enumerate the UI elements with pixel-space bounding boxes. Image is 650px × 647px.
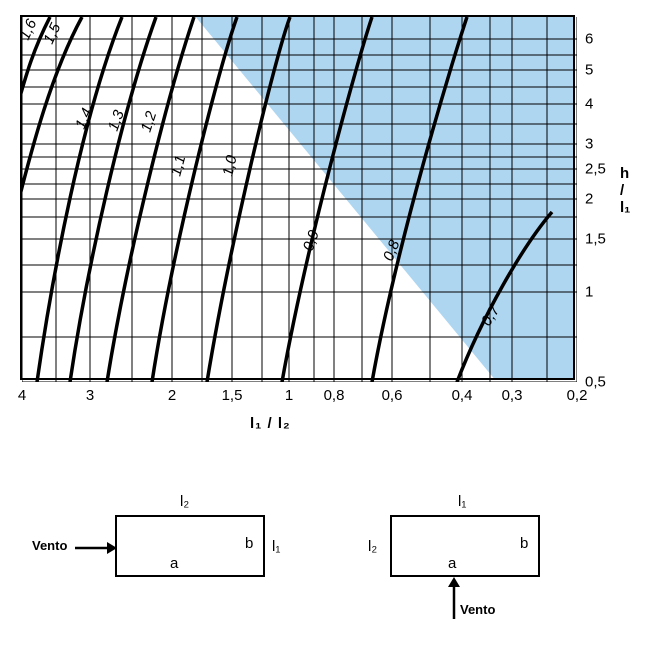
left-a: a <box>170 555 178 572</box>
left-b: b <box>245 535 253 552</box>
y-tick: 0,5 <box>585 374 606 391</box>
left-right-label: l₁ <box>272 538 280 555</box>
x-tick: 0,6 <box>382 387 403 404</box>
vento-right-label: Vento <box>460 602 495 617</box>
svg-text:0,8: 0,8 <box>380 237 404 263</box>
x-tick: 3 <box>86 387 94 404</box>
left-top-label: l₂ <box>180 493 189 510</box>
x-tick: 0,4 <box>452 387 473 404</box>
x-axis-title: l₁ / l₂ <box>250 415 291 432</box>
x-tick: 1,5 <box>222 387 243 404</box>
y-tick: 1,5 <box>585 231 606 248</box>
y-tick: 6 <box>585 31 593 48</box>
x-tick: 1 <box>285 387 293 404</box>
svg-text:1,3: 1,3 <box>105 107 128 133</box>
right-a: a <box>448 555 456 572</box>
x-tick: 0,8 <box>324 387 345 404</box>
plot-area: 1,61,51,41,31,21,11,00,90,80,7 4321,510,… <box>20 15 575 380</box>
vento-left-label: Vento <box>32 538 67 553</box>
chart-svg: 1,61,51,41,31,21,11,00,90,80,7 <box>22 17 577 382</box>
x-tick: 4 <box>18 387 26 404</box>
y-tick: 3 <box>585 136 593 153</box>
y-tick: 4 <box>585 96 593 113</box>
right-top-label: l₁ <box>458 493 466 510</box>
y-tick: 5 <box>585 62 593 79</box>
nomogram-chart: 1,61,51,41,31,21,11,00,90,80,7 4321,510,… <box>20 15 630 455</box>
right-rect <box>390 515 540 577</box>
y-axis-title: h / l₁ <box>620 165 630 216</box>
y-tick: 1 <box>585 284 593 301</box>
left-rect <box>115 515 265 577</box>
right-b: b <box>520 535 528 552</box>
x-tick: 2 <box>168 387 176 404</box>
x-tick: 0,3 <box>502 387 523 404</box>
svg-text:1,2: 1,2 <box>138 109 161 135</box>
y-tick: 2 <box>585 191 593 208</box>
right-left-label: l₂ <box>368 538 377 555</box>
lower-diagrams: Vento l₂ l₁ a b l₁ l₂ a b Vento <box>20 490 630 640</box>
y-tick: 2,5 <box>585 161 606 178</box>
svg-text:1,5: 1,5 <box>40 20 64 47</box>
svg-text:0,9: 0,9 <box>300 227 323 253</box>
arrow-right-icon <box>75 539 117 557</box>
